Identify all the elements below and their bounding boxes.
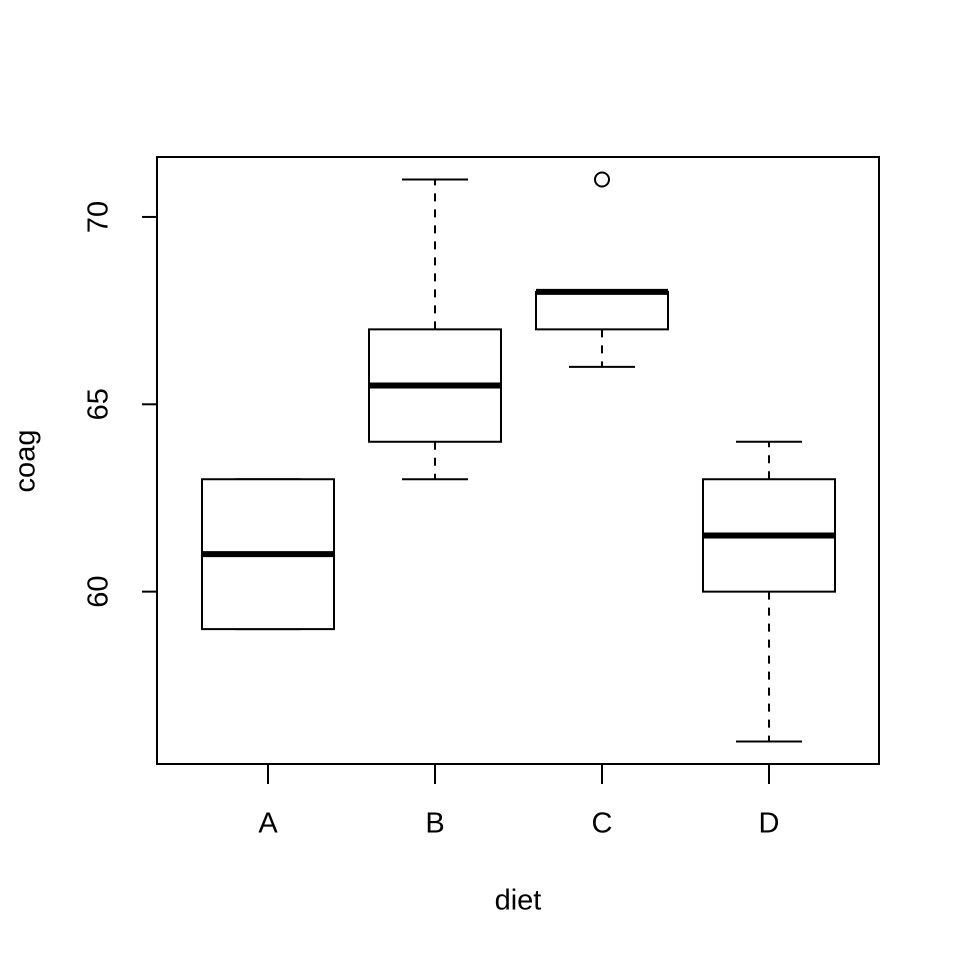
y-axis-label: coag bbox=[10, 430, 42, 493]
y-tick-label: 65 bbox=[83, 388, 115, 420]
outlier bbox=[594, 171, 610, 188]
x-tick-label: D bbox=[759, 808, 780, 840]
y-tick-label: 60 bbox=[83, 576, 115, 608]
box bbox=[535, 290, 669, 331]
x-axis-label: diet bbox=[495, 885, 542, 917]
x-tick-label: C bbox=[592, 808, 613, 840]
y-tick-label: 70 bbox=[83, 201, 115, 233]
x-tick-label: B bbox=[425, 808, 444, 840]
plot-frame bbox=[156, 156, 880, 765]
x-tick-label: A bbox=[258, 808, 278, 840]
